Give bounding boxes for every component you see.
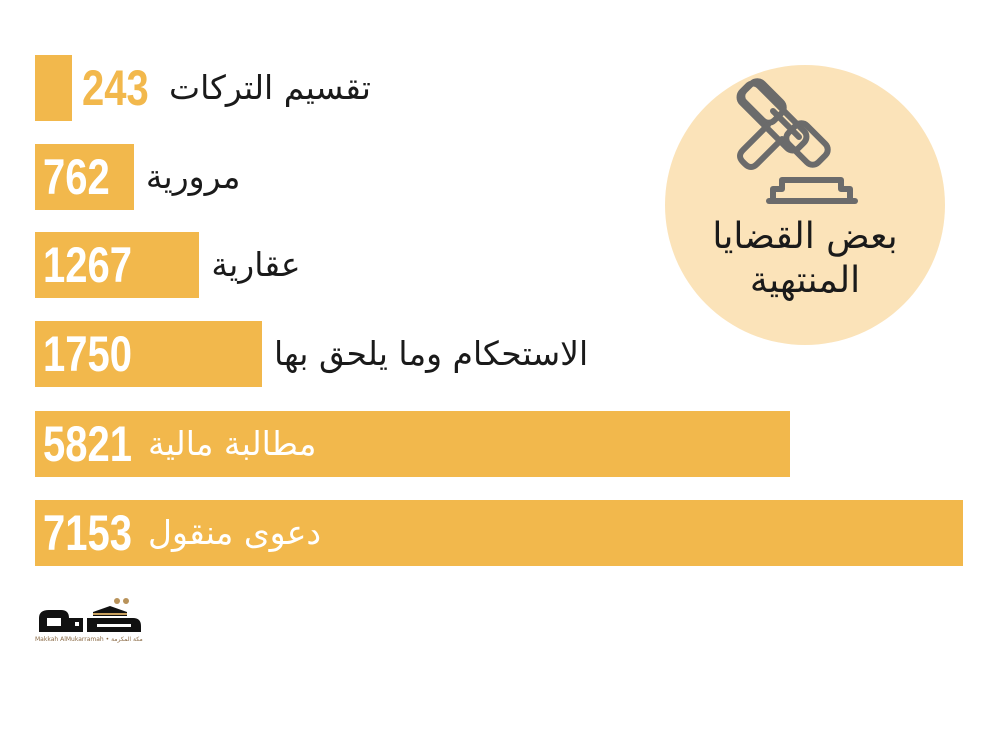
category-label: تقسيم التركات [169,68,371,107]
category-label: عقارية [211,245,301,284]
logo-caption: Makkah AlMukarramah • مكة المكرمة [35,636,143,643]
category-label: مرورية [145,157,241,196]
value-label: 1750 [43,326,132,382]
gavel-icon [736,78,858,204]
value-label: 1267 [43,237,132,293]
value-label: 5821 [43,416,132,472]
badge-title-line1: بعض القضايا [712,216,898,257]
category-label: مطالبة مالية [148,424,317,463]
bar [35,144,134,210]
bar [35,321,263,387]
title-badge: بعض القضايا المنتهية [665,65,945,345]
bar [35,411,791,477]
badge-title: بعض القضايا المنتهية [665,215,945,303]
bar [35,55,72,121]
category-label: دعوى منقول [148,513,322,552]
makkah-logo: Makkah AlMukarramah • مكة المكرمة [35,596,145,648]
value-label: 7153 [43,505,132,561]
bar [35,232,200,298]
value-label: 243 [82,60,149,116]
value-label: 762 [43,149,110,205]
category-label: الاستحكام وما يلحق بها [274,334,589,373]
badge-title-line2: المنتهية [749,260,861,301]
logo-mark [39,598,141,632]
bar [35,500,963,566]
